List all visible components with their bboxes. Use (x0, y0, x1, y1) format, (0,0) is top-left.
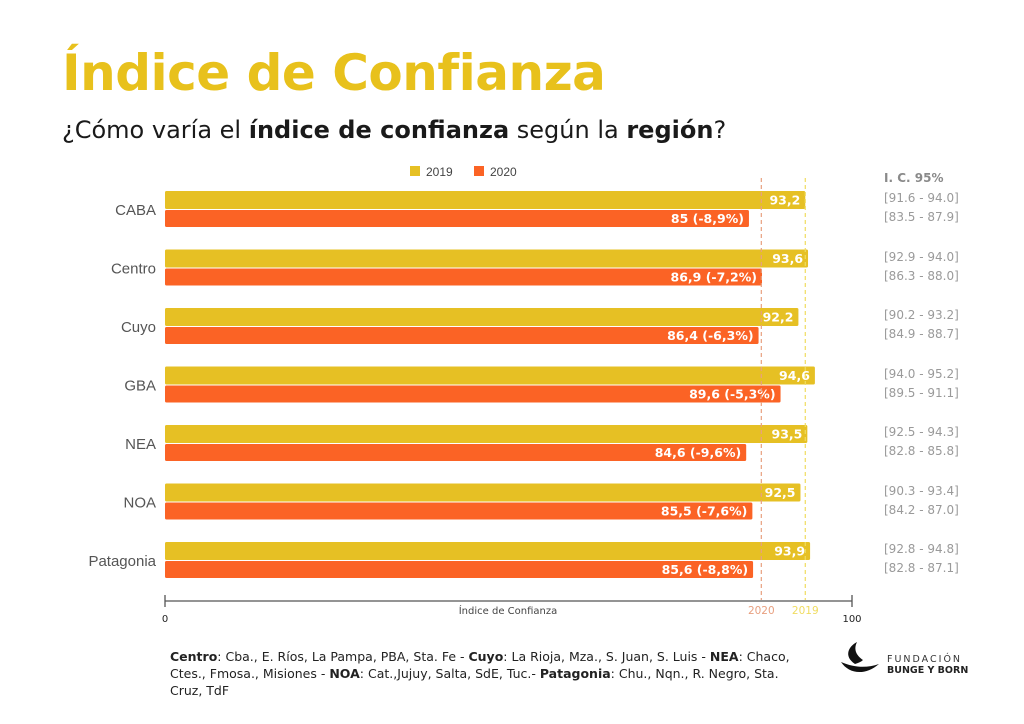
subtitle-part: ¿Cómo varía el (62, 116, 249, 144)
category-label: Centro (111, 261, 156, 278)
subtitle-part: índice de confianza (248, 116, 510, 144)
ci-2019: [92.8 - 94.8] (884, 542, 959, 556)
category-label: Patagonia (88, 553, 156, 570)
category-label: Cuyo (121, 319, 156, 336)
region-footnote: Centro: Cba., E. Ríos, La Pampa, PBA, St… (170, 648, 810, 699)
bar-2020 (165, 210, 749, 227)
legend-label-2020: 2020 (490, 165, 517, 179)
bar-label-2019: 93,2 (769, 193, 800, 208)
bar-label-2020: 89,6 (-5,3%) (689, 387, 775, 402)
bar-chart: 2019 2020 CABA 93,2 85 (-8,9%) Centro 93,6 86,9… (88, 165, 861, 625)
bar-2019 (165, 425, 808, 443)
bar-label-2019: 92,2 (763, 310, 794, 325)
x-tick-label: 100 (842, 614, 861, 625)
legend-swatch-2020 (474, 166, 484, 176)
bar-2019 (165, 308, 799, 326)
reference-label-2020: 2020 (748, 605, 775, 617)
bar-2020 (165, 268, 763, 286)
fundacion-logo: FUNDACIÓN BUNGE Y BORN (835, 640, 975, 680)
bar-2020 (165, 502, 753, 520)
ci-2019: [91.6 - 94.0] (884, 191, 959, 205)
bar-label-2020: 85 (-8,9%) (671, 211, 744, 226)
bar-2020 (165, 561, 754, 578)
legend-swatch-2019 (410, 166, 420, 176)
ci-2019: [92.9 - 94.0] (884, 249, 959, 264)
bar-label-2020: 84,6 (-9,6%) (655, 445, 741, 460)
footnote-part: Centro (170, 649, 218, 664)
footnote-part: NOA (329, 666, 360, 681)
category-label: NOA (123, 495, 156, 512)
subtitle-part: región (626, 116, 714, 144)
logo-line2: BUNGE Y BORN (887, 665, 969, 676)
footnote-part: : Cba., E. Ríos, La Pampa, PBA, Sta. Fe … (217, 649, 469, 664)
page-subtitle: ¿Cómo varía el índice de confianza según… (62, 116, 726, 144)
legend-label-2019: 2019 (426, 165, 453, 179)
ci-2020: [83.5 - 87.9] (884, 210, 959, 224)
ci-2020: [82.8 - 85.8] (884, 444, 959, 458)
footnote-part: : La Rioja, Mza., S. Juan, S. Luis - (503, 649, 710, 664)
bar-2020 (165, 385, 781, 403)
ci-2019: [94.0 - 95.2] (884, 366, 959, 381)
ci-2020: [86.3 - 88.0] (884, 268, 959, 283)
footnote-part: : Chu., Nqn., R. Negro, Sta. Cruz, TdF (170, 666, 779, 698)
footnote-part: NEA (709, 649, 739, 664)
bar-2019 (165, 191, 806, 209)
footnote-part: Patagonia (539, 666, 611, 681)
bar-2019 (165, 366, 815, 385)
bar-2020 (165, 444, 747, 461)
logo-line1: FUNDACIÓN (887, 654, 963, 665)
ci-2020: [89.5 - 91.1] (884, 385, 959, 400)
bar-label-2019: 92,5 (765, 485, 796, 500)
ci-2019: [90.3 - 93.4] (884, 483, 959, 498)
ci-2020: [82.8 - 87.1] (884, 561, 959, 575)
bar-label-2019: 94,6 (779, 368, 810, 383)
bar-label-2019: 93,5 (772, 427, 803, 442)
bar-label-2020: 85,5 (-7,6%) (661, 504, 747, 519)
page-title: Índice de Confianza (62, 44, 606, 102)
x-tick-label: 0 (162, 614, 168, 625)
ci-2020: [84.2 - 87.0] (884, 502, 959, 517)
ci-2019: [92.5 - 94.3] (884, 425, 959, 439)
bar-2019 (165, 249, 809, 268)
category-label: NEA (125, 436, 156, 453)
subtitle-part: según la (509, 116, 627, 144)
footnote-part: : Chaco, Ctes., Fmosa., Misiones - (170, 649, 790, 681)
x-axis-title: Índice de Confianza (459, 604, 558, 617)
bar-label-2020: 86,9 (-7,2%) (671, 270, 757, 285)
footnote-part: : Cat.,Jujuy, Salta, SdE, Tuc.- (359, 666, 540, 681)
leaf-logo-icon (841, 642, 879, 673)
category-label: GBA (124, 378, 156, 395)
footnote-part: Cuyo (468, 649, 504, 664)
bar-2019 (165, 542, 811, 560)
subtitle-part: ? (713, 116, 727, 144)
bar-label-2019: 93,9 (774, 544, 805, 559)
bar-label-2019: 93,6 (772, 251, 803, 266)
reference-label-2019: 2019 (792, 605, 819, 617)
bar-label-2020: 85,6 (-8,8%) (662, 562, 748, 577)
bar-2020 (165, 327, 759, 344)
bar-2019 (165, 483, 801, 502)
category-label: CABA (115, 202, 156, 219)
ci-header: I. C. 95% (884, 171, 944, 185)
bar-label-2020: 86,4 (-6,3%) (667, 328, 753, 343)
ci-2019: [90.2 - 93.2] (884, 308, 959, 322)
ci-2020: [84.9 - 88.7] (884, 327, 959, 341)
